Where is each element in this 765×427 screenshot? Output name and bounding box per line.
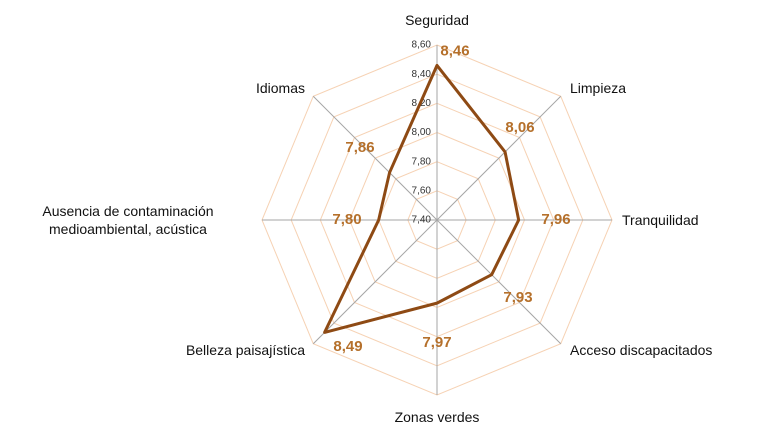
tick-label: 8,60	[412, 40, 432, 51]
category-label: Acceso discapacitados	[570, 342, 713, 358]
category-label: Zonas verdes	[394, 409, 480, 425]
category-label: Limpieza	[570, 80, 627, 96]
category-label: Ausencia de contaminación medioambiental…	[42, 203, 214, 237]
tick-label: 8,40	[412, 69, 432, 80]
value-label: 7,80	[332, 211, 361, 228]
tick-label: 8,00	[412, 127, 432, 138]
axis-spoke	[312, 95, 438, 221]
tick-label: 7,80	[412, 156, 432, 167]
value-label: 7,96	[541, 211, 570, 228]
category-label: Idiomas	[255, 80, 305, 96]
axis-spoke	[436, 219, 562, 345]
value-label: 8,46	[440, 42, 469, 59]
value-label: 8,06	[505, 119, 534, 136]
category-label: Tranquilidad	[622, 212, 699, 228]
value-label: 7,97	[422, 334, 451, 351]
data-line	[323, 63, 521, 334]
axis-spoke	[312, 219, 438, 345]
value-label: 8,49	[333, 338, 362, 355]
axis-spoke	[436, 95, 562, 221]
category-label: Seguridad	[405, 12, 469, 28]
tick-label: 7,40	[412, 215, 432, 226]
tick-label: 7,60	[412, 185, 432, 196]
category-label: Belleza paisajística	[185, 342, 305, 358]
value-label: 7,86	[345, 139, 374, 156]
value-label: 7,93	[503, 289, 532, 306]
